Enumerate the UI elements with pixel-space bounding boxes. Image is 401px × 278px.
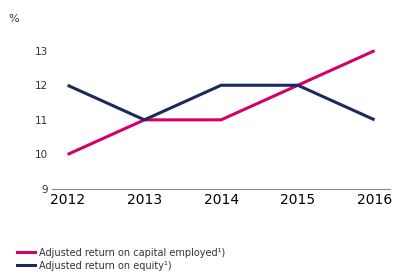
Text: %: % bbox=[8, 14, 19, 24]
Legend: Adjusted return on capital employed¹), Adjusted return on equity¹): Adjusted return on capital employed¹), A… bbox=[13, 244, 229, 274]
